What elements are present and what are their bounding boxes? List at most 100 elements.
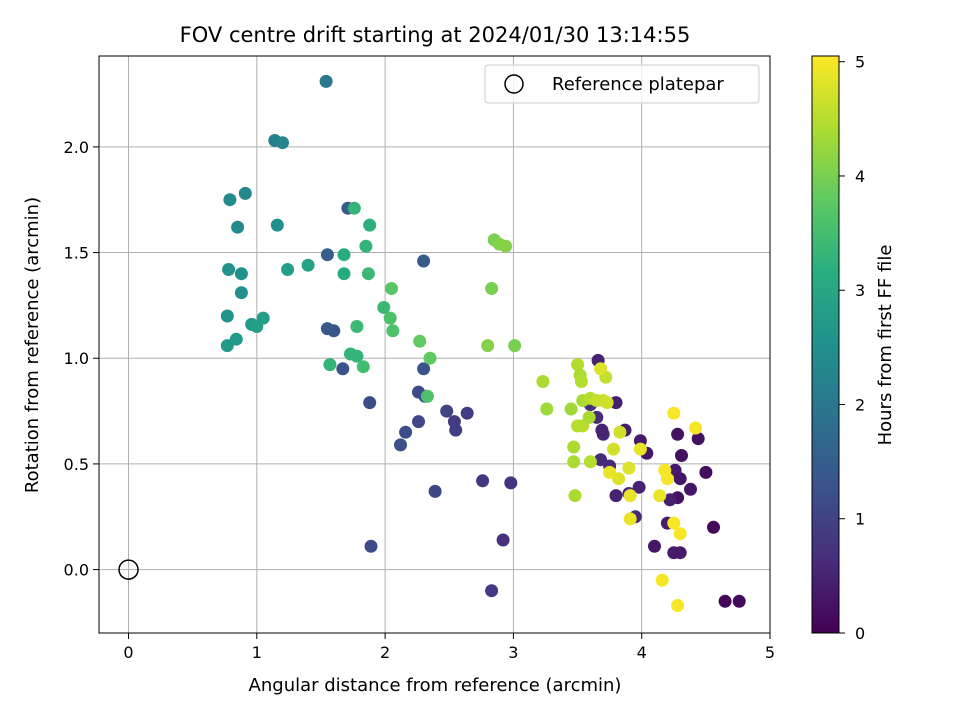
y-tick-label: 0.0 — [64, 561, 89, 580]
data-point — [337, 248, 351, 262]
data-point — [653, 489, 667, 503]
data-point — [460, 406, 474, 420]
data-point — [671, 599, 685, 612]
data-point — [632, 480, 646, 494]
data-point — [276, 136, 289, 150]
data-point — [684, 482, 697, 496]
colorbar-ticks: 0 1 2 3 4 5 — [839, 53, 865, 643]
data-point — [336, 362, 350, 376]
data-point — [220, 339, 234, 353]
data-point — [603, 465, 617, 479]
grid-lines — [99, 56, 771, 633]
data-point — [623, 489, 637, 503]
data-point — [668, 463, 682, 477]
data-point — [571, 358, 585, 372]
data-point — [718, 594, 732, 608]
data-point — [350, 349, 364, 363]
y-axis-label: Rotation from reference (arcmin) — [22, 197, 43, 493]
data-point — [323, 358, 337, 372]
data-point — [270, 218, 284, 232]
data-point — [582, 410, 596, 424]
colorbar-tick-label: 2 — [855, 395, 865, 414]
data-point — [417, 254, 431, 268]
colorbar: 0 1 2 3 4 5 Hours from first FF file — [811, 53, 896, 643]
data-point — [238, 186, 252, 200]
legend-label-reference: Reference platepar — [552, 74, 724, 95]
colorbar-label: Hours from first FF file — [875, 245, 896, 446]
data-point — [496, 533, 510, 547]
data-point — [412, 415, 425, 429]
x-axis-label: Angular distance from reference (arcmin) — [249, 675, 622, 696]
legend-box — [484, 64, 760, 104]
data-point — [660, 472, 674, 486]
y-tick-label: 0.5 — [64, 455, 89, 474]
data-point — [732, 594, 746, 608]
data-point — [385, 282, 398, 295]
data-point — [363, 218, 377, 232]
data-point — [648, 539, 661, 553]
y-tick-label: 2.0 — [64, 138, 89, 157]
colorbar-tick-label: 4 — [855, 167, 865, 186]
data-point — [350, 320, 364, 333]
data-point — [663, 493, 677, 507]
data-point — [699, 465, 713, 479]
colorbar-tick-label: 5 — [855, 53, 865, 72]
data-point — [234, 286, 248, 300]
data-point — [594, 362, 608, 376]
data-point — [504, 476, 518, 490]
data-point — [622, 461, 636, 475]
x-tick-label: 0 — [123, 643, 133, 662]
data-point — [363, 396, 377, 410]
colorbar-tick-label: 1 — [855, 510, 865, 529]
reference-marker — [118, 559, 139, 580]
reference-marker-group — [118, 559, 139, 580]
data-point — [485, 282, 499, 295]
data-point — [320, 322, 334, 336]
data-point — [423, 351, 437, 365]
data-point — [359, 239, 373, 253]
data-point — [609, 489, 623, 503]
data-point — [594, 453, 608, 467]
data-point — [356, 360, 370, 374]
data-point — [623, 512, 637, 526]
data-point — [476, 474, 490, 488]
x-tick-label: 3 — [508, 643, 518, 662]
legend-marker-reference — [504, 74, 524, 94]
data-point — [499, 239, 513, 253]
plot-frame — [98, 55, 771, 634]
data-point — [655, 573, 669, 587]
data-points — [220, 74, 746, 612]
legend: Reference platepar — [484, 64, 760, 104]
data-point — [229, 332, 243, 346]
y-tick-label: 1.0 — [64, 349, 89, 368]
data-point — [301, 258, 315, 272]
data-point — [508, 339, 522, 353]
data-point — [607, 442, 620, 456]
data-point — [413, 334, 427, 348]
data-point — [337, 267, 351, 281]
data-point — [231, 220, 245, 234]
x-tick-label: 1 — [252, 643, 262, 662]
data-point — [347, 201, 361, 215]
data-point — [633, 442, 647, 456]
data-point — [220, 309, 234, 323]
data-point — [595, 423, 609, 437]
data-point — [428, 484, 442, 498]
data-point — [574, 375, 588, 388]
data-point — [361, 267, 375, 281]
data-point — [394, 438, 407, 452]
data-point — [667, 546, 681, 560]
data-point — [667, 516, 681, 530]
data-point — [675, 449, 688, 462]
data-point — [281, 263, 295, 276]
data-point — [567, 440, 581, 454]
data-point — [319, 74, 333, 88]
x-tick-label: 5 — [765, 643, 775, 662]
data-point — [540, 402, 554, 416]
data-point — [417, 362, 431, 376]
data-point — [613, 425, 627, 439]
data-point — [707, 520, 720, 534]
data-point — [536, 375, 550, 388]
data-point — [481, 339, 495, 353]
